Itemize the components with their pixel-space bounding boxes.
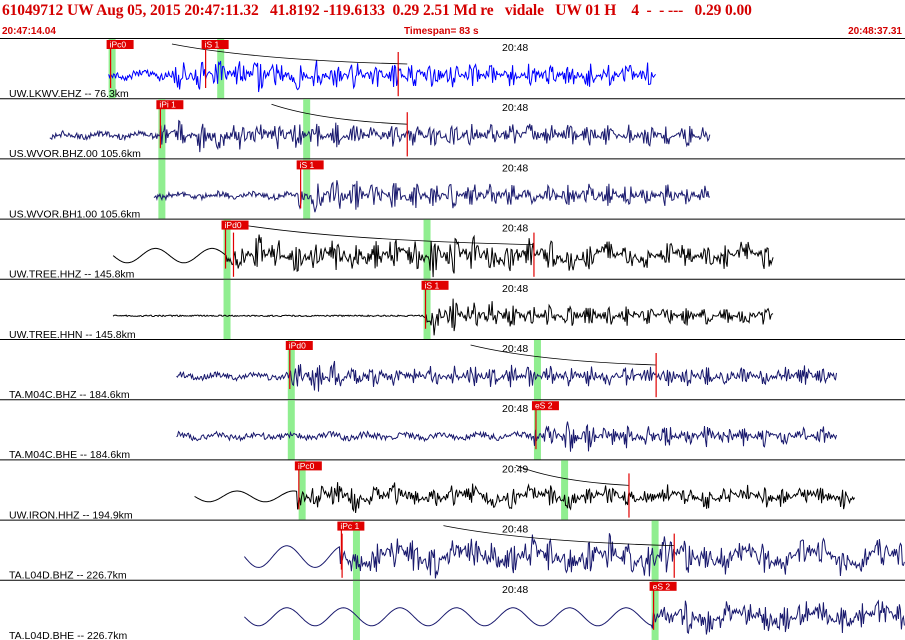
pick-phase-label: iPd0 — [289, 341, 306, 351]
station-channel-label: US.WVOR.BH1.00 105.6km — [9, 208, 141, 220]
pick-flag[interactable] — [106, 40, 134, 49]
event-summary-title: 61049712 UW Aug 05, 2015 20:47:11.32 41.… — [2, 2, 752, 19]
pick-highlight-band — [303, 99, 311, 159]
waveform-trace — [244, 533, 905, 579]
time-tick-label: 20:48 — [502, 403, 528, 415]
waveform-trace — [176, 421, 837, 452]
waveform-trace — [194, 482, 856, 514]
pick-phase-label: iS 1 — [205, 40, 220, 50]
pick-highlight-band — [423, 219, 431, 279]
pick-flag[interactable] — [531, 401, 559, 411]
travel-time-curve — [271, 103, 408, 125]
pick-flag[interactable] — [221, 220, 249, 230]
pick-highlight-band — [287, 400, 295, 460]
pick-flag[interactable] — [296, 160, 324, 170]
pick-highlight-band — [158, 99, 166, 159]
pick-highlight-band — [223, 279, 231, 339]
trace-row[interactable]: eS 2 20:48 TA.M04C.BHE -- 184.6km — [0, 399, 905, 462]
pick-flag[interactable] — [201, 40, 229, 49]
pick-phase-label: iPi 1 — [159, 100, 176, 110]
timespan-label: Timespan= 83 s — [404, 26, 479, 37]
waveform-trace — [153, 180, 710, 213]
pick-highlight-band — [303, 159, 311, 219]
pick-highlight-band — [352, 520, 360, 580]
trace-row[interactable]: iS 1 20:48 US.WVOR.BH1.00 105.6km — [0, 158, 905, 221]
window-end-time: 20:48:37.31 — [848, 26, 902, 37]
pick-highlight-band — [651, 580, 659, 640]
pick-flag[interactable] — [649, 581, 677, 591]
pick-highlight-band — [423, 279, 431, 339]
pick-phase-label: eS 2 — [653, 581, 671, 591]
time-tick-label: 20:48 — [502, 283, 528, 295]
pick-phase-label: iS 1 — [425, 280, 440, 290]
event-header: 61049712 UW Aug 05, 2015 20:47:11.32 41.… — [0, 0, 905, 38]
pick-highlight-band — [298, 460, 306, 520]
waveform-trace — [176, 360, 837, 392]
travel-time-curve — [239, 224, 534, 245]
waveform-trace — [108, 60, 656, 93]
pick-phase-label: iS 1 — [300, 160, 315, 170]
pick-phase-label: eS 2 — [535, 401, 553, 411]
travel-time-curve — [171, 43, 408, 65]
station-channel-label: UW.LKWV.EHZ -- 76.3km — [9, 88, 129, 100]
pick-phase-label: iPd0 — [225, 220, 242, 230]
time-tick-label: 20:48 — [502, 343, 528, 355]
time-tick-label: 20:48 — [502, 102, 528, 114]
pick-flag[interactable] — [156, 100, 184, 110]
station-channel-label: UW.TREE.HHZ -- 145.8km — [9, 269, 135, 281]
pick-flag[interactable] — [285, 341, 313, 350]
travel-time-curve — [470, 344, 657, 366]
pick-highlight-band — [561, 460, 569, 520]
time-tick-label: 20:48 — [502, 584, 528, 596]
station-channel-label: TA.L04D.BHE -- 226.7km — [9, 630, 128, 640]
trace-row[interactable]: iPc 1 20:48 TA.L04D.BHZ -- 226.7km — [0, 519, 905, 582]
station-channel-label: US.WVOR.BHZ.00 105.6km — [9, 148, 141, 160]
station-channel-label: UW.TREE.HHN -- 145.8km — [9, 329, 136, 341]
trace-row[interactable]: eS 2 20:48 TA.L04D.BHE -- 226.7km — [0, 579, 905, 640]
station-channel-label: TA.M04C.BHE -- 184.6km — [9, 449, 130, 461]
pick-flag[interactable] — [337, 521, 365, 531]
station-channel-label: TA.M04C.BHZ -- 184.6km — [9, 389, 130, 401]
pick-highlight-band — [158, 159, 166, 219]
seismogram-traces[interactable]: iPc0 iS 1 20:48 UW.LKWV.EHZ -- 76.3km iPi 1 2… — [0, 38, 905, 640]
pick-highlight-band — [108, 39, 116, 99]
trace-row[interactable]: iS 1 20:48 UW.TREE.HHN -- 145.8km — [0, 278, 905, 341]
trace-row[interactable]: iPi 1 20:48 US.WVOR.BHZ.00 105.6km — [0, 98, 905, 161]
pick-highlight-band — [352, 580, 360, 640]
pick-highlight-band — [223, 219, 231, 279]
travel-time-curve — [515, 465, 629, 486]
pick-highlight-band — [651, 520, 659, 580]
time-tick-label: 20:48 — [502, 223, 528, 235]
pick-highlight-band — [533, 400, 541, 460]
time-tick-label: 20:48 — [502, 162, 528, 174]
waveform-trace — [112, 234, 774, 278]
station-channel-label: UW.IRON.HHZ -- 194.9km — [9, 509, 133, 521]
trace-row[interactable]: iPd0 20:48 TA.M04C.BHZ -- 184.6km — [0, 339, 905, 402]
seismogram-panel[interactable]: iPc0 iS 1 20:48 UW.LKWV.EHZ -- 76.3km iPi 1 2… — [0, 38, 905, 640]
pick-highlight-band — [533, 340, 541, 400]
pick-phase-label: iPc0 — [298, 461, 315, 471]
pick-highlight-band — [287, 340, 295, 400]
trace-row[interactable]: iPc0 iS 1 20:48 UW.LKWV.EHZ -- 76.3km — [0, 38, 905, 101]
trace-row[interactable]: iPd0 20:48 UW.TREE.HHZ -- 145.8km — [0, 218, 905, 281]
pick-flag[interactable] — [421, 280, 449, 290]
pick-phase-label: iPc 1 — [340, 521, 359, 531]
waveform-trace — [49, 119, 711, 153]
station-channel-label: TA.L04D.BHZ -- 226.7km — [9, 570, 127, 582]
waveform-trace — [244, 599, 905, 635]
time-tick-label: 20:49 — [502, 463, 528, 475]
window-start-time: 20:47:14.04 — [2, 26, 56, 37]
pick-flag[interactable] — [294, 461, 322, 471]
travel-time-curve — [443, 525, 675, 546]
time-tick-label: 20:48 — [502, 524, 528, 536]
trace-row[interactable]: iPc0 20:49 UW.IRON.HHZ -- 194.9km — [0, 459, 905, 522]
waveform-trace — [112, 298, 774, 336]
pick-phase-label: iPc0 — [110, 40, 127, 50]
time-tick-label: 20:48 — [502, 42, 528, 54]
